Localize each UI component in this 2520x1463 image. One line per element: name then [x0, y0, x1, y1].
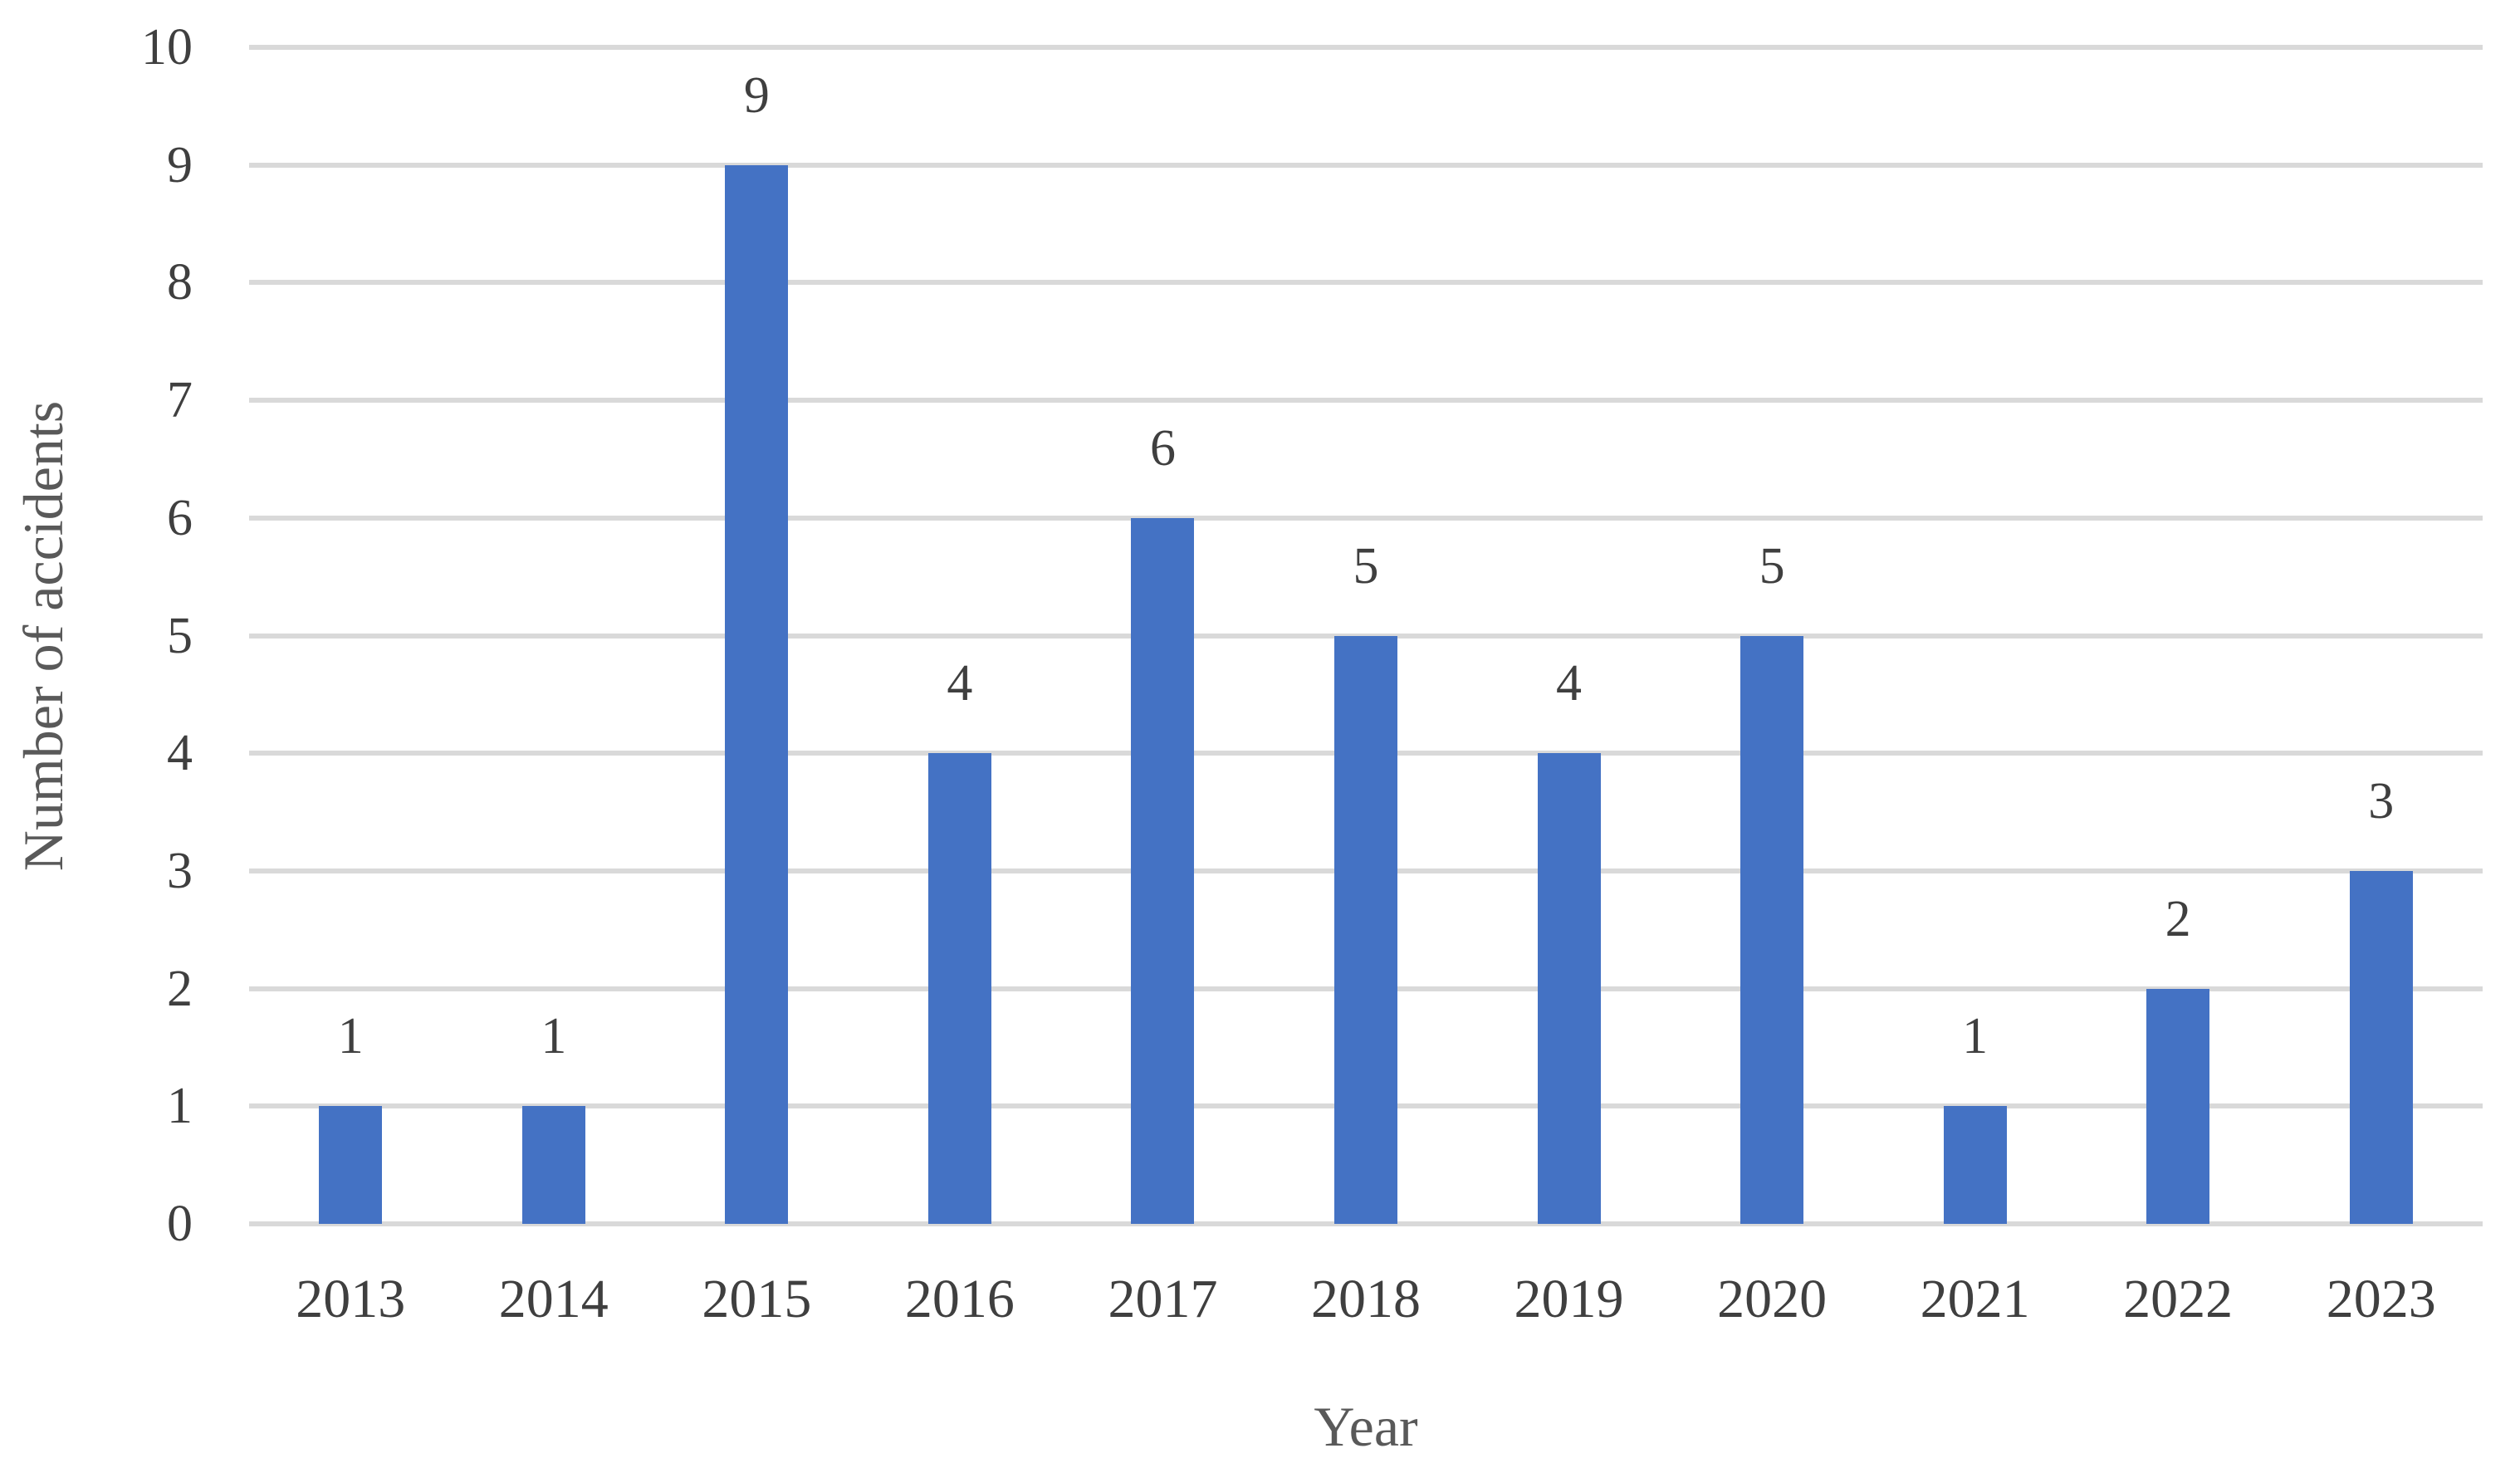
- data-label-2020: 5: [1759, 537, 1785, 594]
- bar-2018: [1334, 635, 1397, 1224]
- gridline: [249, 515, 2483, 521]
- x-tick-label-2018: 2018: [1310, 1269, 1421, 1329]
- x-tick-label-2022: 2022: [2123, 1269, 2234, 1329]
- y-tick-label: 4: [167, 725, 193, 782]
- y-tick-label: 10: [141, 19, 193, 76]
- bar-2022: [2146, 988, 2210, 1224]
- y-tick-label: 1: [167, 1078, 193, 1135]
- y-tick-label: 2: [167, 960, 193, 1017]
- data-label-2023: 3: [2368, 772, 2395, 829]
- y-tick-label: 0: [167, 1196, 193, 1252]
- gridline: [249, 280, 2483, 286]
- x-tick-label-2021: 2021: [1920, 1269, 2030, 1329]
- y-axis-title: Number of accidents: [12, 400, 75, 872]
- bar-2021: [1943, 1106, 2007, 1224]
- y-tick-label: 6: [167, 489, 193, 546]
- gridline: [249, 45, 2483, 50]
- x-tick-label-2015: 2015: [702, 1269, 812, 1329]
- x-tick-label-2020: 2020: [1717, 1269, 1828, 1329]
- y-tick-label: 5: [167, 607, 193, 664]
- bar-2019: [1537, 753, 1601, 1224]
- x-axis-title: Year: [1314, 1395, 1418, 1458]
- data-label-2021: 1: [1962, 1008, 1989, 1065]
- data-label-2013: 1: [337, 1008, 364, 1065]
- bar-2014: [521, 1106, 585, 1224]
- x-tick-label-2019: 2019: [1514, 1269, 1624, 1329]
- data-label-2014: 1: [541, 1008, 567, 1065]
- data-label-2016: 4: [947, 655, 973, 712]
- data-label-2018: 5: [1353, 537, 1379, 594]
- x-tick-label-2016: 2016: [904, 1269, 1015, 1329]
- gridline: [249, 1221, 2483, 1226]
- y-tick-label: 8: [167, 254, 193, 311]
- y-tick-label: 7: [167, 372, 193, 429]
- bar-2015: [725, 164, 789, 1224]
- y-tick-label: 9: [167, 136, 193, 193]
- bar-2013: [319, 1106, 383, 1224]
- gridline: [249, 162, 2483, 168]
- y-tick-label: 3: [167, 842, 193, 899]
- bar-2020: [1740, 635, 1804, 1224]
- data-label-2022: 2: [2165, 890, 2191, 947]
- gridline: [249, 398, 2483, 404]
- x-tick-label-2023: 2023: [2326, 1269, 2436, 1329]
- bar-2016: [927, 753, 991, 1224]
- x-tick-label-2013: 2013: [296, 1269, 406, 1329]
- data-label-2017: 6: [1149, 419, 1176, 477]
- data-label-2019: 4: [1556, 655, 1583, 712]
- bar-2023: [2349, 870, 2413, 1224]
- data-label-2015: 9: [743, 66, 770, 124]
- x-tick-label-2014: 2014: [498, 1269, 609, 1329]
- x-tick-label-2017: 2017: [1108, 1269, 1218, 1329]
- bar-2017: [1131, 517, 1195, 1224]
